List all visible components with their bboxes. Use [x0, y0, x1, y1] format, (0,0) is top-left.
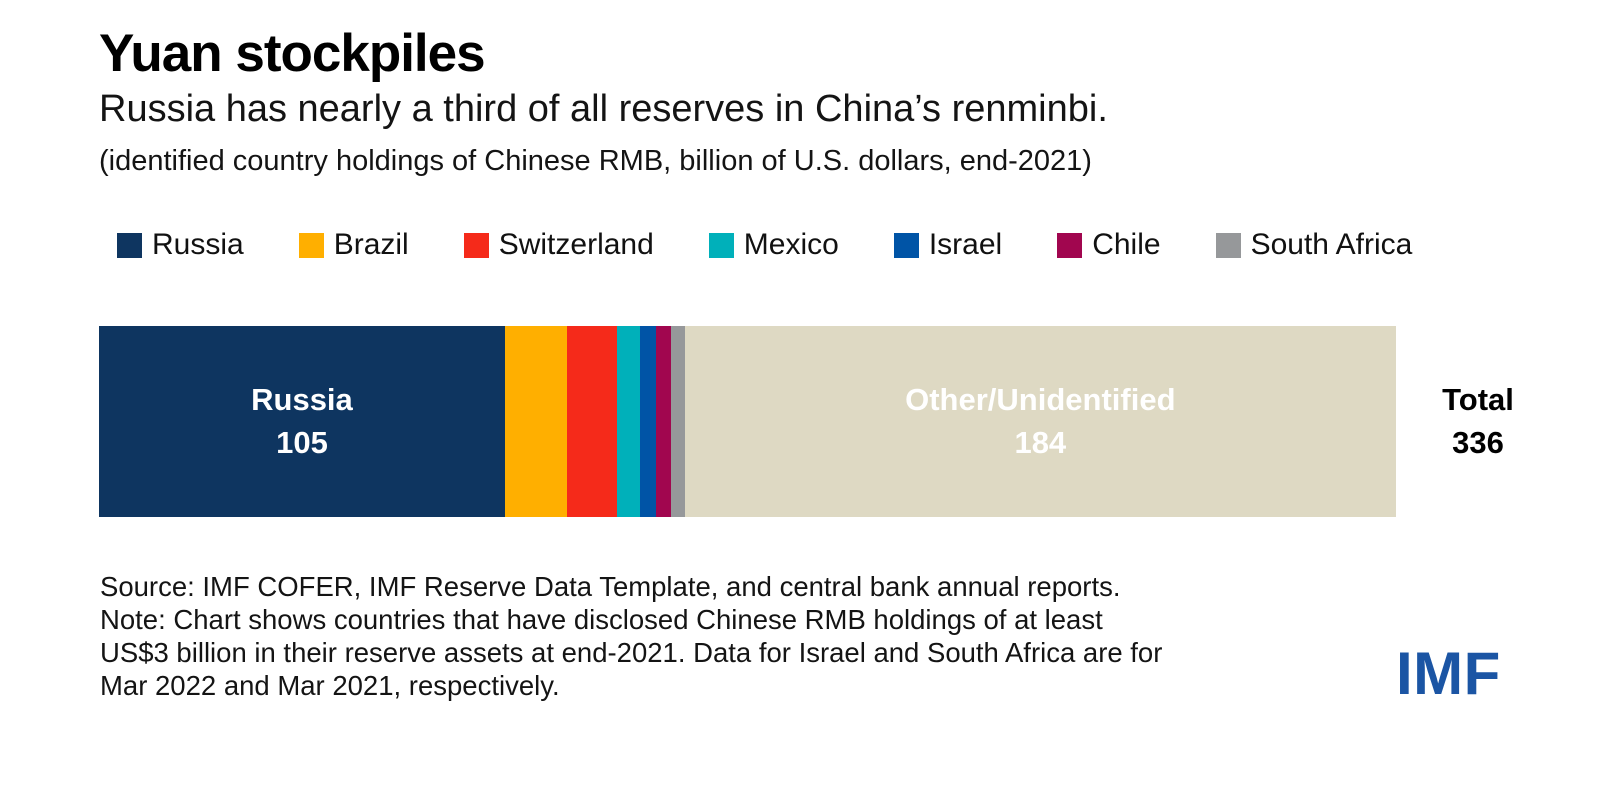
chart-units-note: (identified country holdings of Chinese … — [99, 145, 1092, 178]
legend-swatch-switzerland — [463, 232, 489, 258]
legend-item-switzerland: Switzerland — [463, 228, 654, 262]
bar-segment-brazil — [504, 326, 567, 517]
legend-item-israel: Israel — [893, 228, 1003, 262]
stacked-bar: Russia 105 Other/Unidentified 184 — [99, 326, 1398, 517]
total-label: Total 336 — [1408, 379, 1548, 465]
source-note: Source: IMF COFER, IMF Reserve Data Temp… — [100, 571, 1163, 701]
legend-swatch-brazil — [298, 232, 324, 258]
legend: Russia Brazil Switzerland Mexico Israel Chile… — [117, 228, 1412, 262]
legend-swatch-mexico — [708, 232, 734, 258]
legend-label-mexico: Mexico — [743, 228, 839, 261]
legend-label-israel: Israel — [928, 228, 1003, 261]
legend-label-russia: Russia — [152, 228, 244, 261]
chart-title: Yuan stockpiles — [99, 24, 486, 83]
legend-swatch-russia — [117, 232, 142, 258]
legend-label-switzerland: Switzerland — [498, 228, 654, 261]
bar-segment-israel — [640, 326, 656, 517]
bar-segment-south-africa — [671, 326, 685, 517]
legend-label-south-africa: South Africa — [1250, 228, 1413, 261]
legend-swatch-israel — [893, 232, 919, 258]
chart-subtitle: Russia has nearly a third of all reserve… — [99, 87, 1108, 130]
legend-swatch-south-africa — [1215, 232, 1241, 258]
imf-logo: IMF — [1396, 640, 1501, 707]
legend-item-russia: Russia — [117, 228, 244, 262]
bar-segment-chile — [655, 326, 672, 517]
bar-segment-russia: Russia 105 — [99, 326, 505, 517]
legend-item-brazil: Brazil — [298, 228, 409, 262]
legend-label-chile: Chile — [1092, 228, 1161, 261]
legend-item-chile: Chile — [1057, 228, 1161, 262]
legend-item-south-africa: South Africa — [1215, 228, 1413, 262]
bar-segment-switzerland — [566, 326, 618, 517]
legend-swatch-chile — [1057, 232, 1083, 258]
chart-header: Yuan stockpiles Russia has nearly a thir… — [99, 26, 1560, 178]
legend-item-mexico: Mexico — [708, 228, 839, 262]
bar-segment-mexico — [617, 326, 641, 517]
bar-segment-label-russia: Russia 105 — [251, 381, 353, 460]
total-label-text: Total — [1442, 382, 1514, 417]
total-label-value: 336 — [1452, 424, 1504, 460]
bar-segment-label-other: Other/Unidentified 184 — [905, 381, 1176, 460]
bar-segment-other: Other/Unidentified 184 — [684, 326, 1396, 517]
legend-label-brazil: Brazil — [333, 228, 409, 261]
